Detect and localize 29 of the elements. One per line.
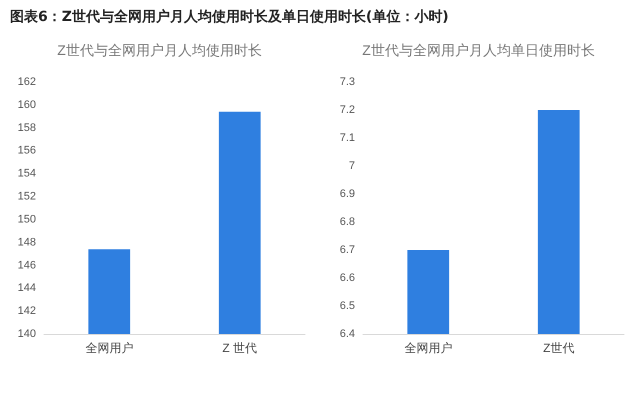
y-tick-label: 6.6: [340, 272, 355, 284]
x-tick-label: 全网用户: [404, 341, 452, 355]
y-tick-label: 150: [18, 213, 36, 226]
chart-title: Z世代与全网用户月人均单日使用时长: [362, 42, 595, 58]
y-tick-label: 160: [18, 98, 36, 111]
y-tick-label: 148: [18, 236, 36, 248]
y-tick-label: 6.4: [340, 328, 355, 340]
y-tick-label: 7.1: [340, 132, 355, 144]
y-tick-label: 142: [18, 305, 36, 318]
y-tick-label: 7.2: [340, 104, 355, 116]
y-tick-label: 7: [348, 160, 355, 172]
y-tick-label: 156: [18, 144, 36, 157]
x-tick-label: Z世代: [543, 341, 574, 355]
y-tick-label: 6.7: [340, 244, 355, 256]
y-tick-label: 162: [18, 76, 36, 88]
text: 图表6：Z世代与全网用户月人均使用时长及单日使用时长(单位：小时): [9, 8, 450, 27]
y-tick-label: 158: [18, 122, 36, 134]
y-tick-label: 6.5: [340, 300, 355, 312]
y-tick-label: 6.9: [340, 188, 355, 200]
chart-title: Z世代与全网用户月人均使用时长: [57, 42, 262, 58]
y-tick-label: 140: [18, 328, 36, 340]
y-tick-label: 152: [18, 190, 36, 203]
y-tick-label: 146: [18, 259, 36, 272]
y-tick-label: 7.3: [340, 76, 355, 88]
x-tick-label: Z 世代: [222, 341, 258, 355]
y-tick-label: 154: [18, 168, 36, 180]
y-tick-label: 6.8: [340, 216, 355, 228]
y-tick-label: 144: [18, 282, 36, 294]
x-tick-label: 全网用户: [85, 341, 134, 355]
